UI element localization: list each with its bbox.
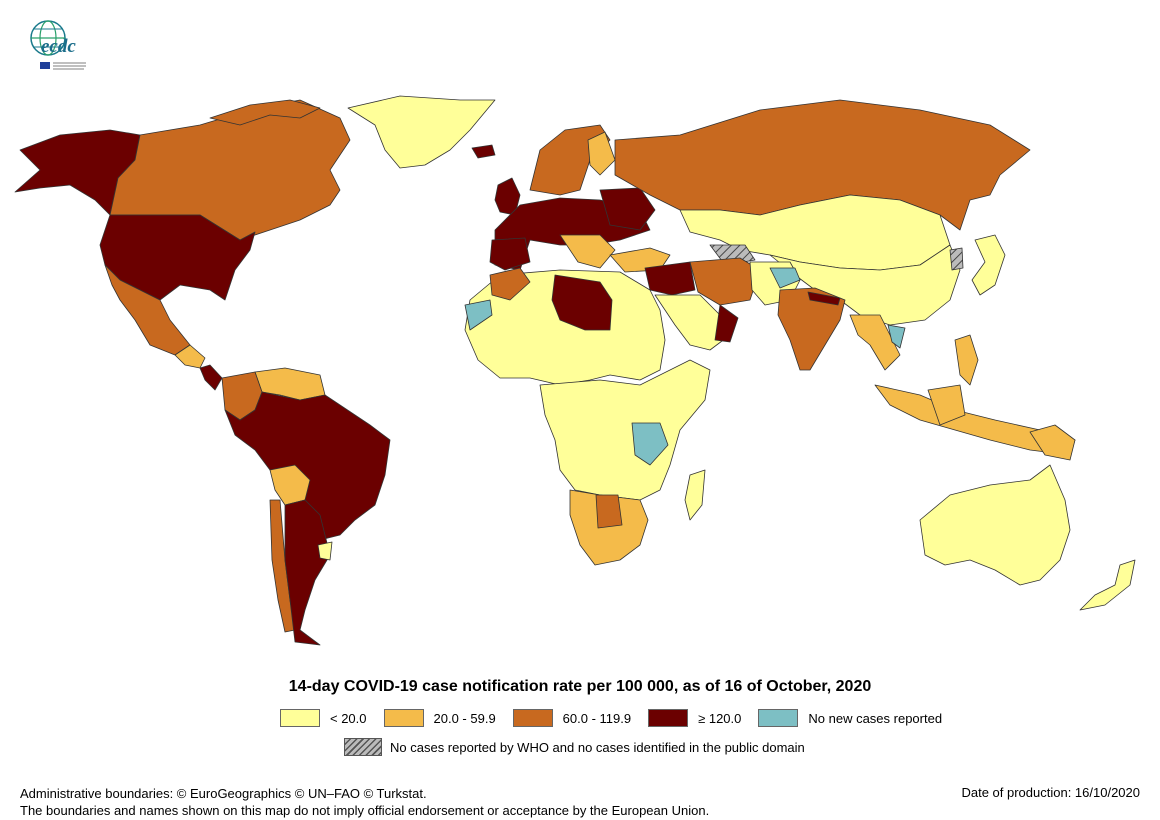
logo-text: ecdc [41, 36, 76, 57]
region-new-zealand [1079, 559, 1136, 611]
legend-swatch-no-data [344, 738, 382, 756]
region-uruguay [317, 541, 333, 561]
region-north-africa [464, 269, 666, 386]
legend-label-no-new: No new cases reported [808, 710, 943, 726]
region-laos [887, 324, 906, 349]
region-borneo [927, 384, 966, 426]
region-afghanistan [769, 267, 801, 289]
legend-item-lt20: < 20.0 [280, 709, 367, 727]
legend-swatch-ge120 [648, 709, 689, 727]
footer-line-2: The boundaries and names shown on this m… [20, 803, 710, 818]
region-balkans [559, 234, 616, 269]
region-india [777, 287, 846, 371]
region-tanzania [631, 422, 669, 466]
region-greenland [347, 95, 496, 169]
legend-swatch-20-60 [383, 709, 424, 727]
legend-item-ge120: ≥ 120.0 [648, 709, 741, 727]
legend-label-lt20: < 20.0 [330, 710, 367, 726]
region-iceland [471, 144, 496, 159]
map-title: 14-day COVID-19 case notification rate p… [288, 678, 872, 695]
legend-swatch-lt20 [280, 709, 320, 727]
region-nepal [807, 291, 841, 306]
region-argentina [284, 499, 331, 646]
world-map [14, 95, 1136, 646]
region-central-africa [539, 359, 711, 501]
region-southeast-asia [849, 314, 901, 371]
region-madagascar [684, 469, 706, 521]
region-turkey [609, 247, 671, 273]
legend-label-20-60: 20.0 - 59.9 [433, 710, 496, 726]
region-korea [949, 247, 964, 271]
production-date: Date of production: 16/10/2020 [961, 785, 1140, 800]
region-oman [714, 304, 739, 343]
region-central-america-south [199, 364, 223, 391]
region-arabia [654, 294, 731, 351]
footer-disclaimer: Administrative boundaries: © EuroGeograp… [20, 785, 709, 819]
region-canada-islands [209, 99, 321, 126]
legend-item-no-new: No new cases reported [758, 709, 942, 727]
region-australia [919, 464, 1071, 586]
region-finland [587, 131, 616, 176]
legend-no-data: No cases reported by WHO and no cases id… [344, 738, 805, 756]
region-southern-africa [569, 489, 649, 566]
region-spain [489, 237, 531, 271]
legend-label-no-data: No cases reported by WHO and no cases id… [390, 739, 805, 755]
legend-label-60-120: 60.0 - 119.9 [562, 710, 632, 726]
region-botswana [595, 494, 623, 529]
footer-line-1: Administrative boundaries: © EuroGeograp… [20, 786, 427, 801]
legend-item-60-120: 60.0 - 119.9 [512, 709, 632, 727]
legend-swatch-no-new [758, 709, 799, 727]
region-central-america [174, 344, 206, 369]
eu-flag-icon [40, 62, 50, 69]
legend-label-ge120: ≥ 120.0 [698, 710, 742, 726]
region-middle-east [644, 261, 696, 296]
ecdc-logo: ecdc [26, 18, 92, 76]
region-ukraine-belarus [599, 187, 656, 231]
region-papua [1029, 424, 1076, 461]
legend-item-20-60: 20.0 - 59.9 [383, 709, 496, 727]
legend-swatch-60-120 [512, 709, 553, 727]
region-morocco [489, 267, 531, 301]
globe-icon [30, 20, 66, 56]
region-philippines [954, 334, 979, 386]
region-western-sahara [464, 299, 493, 331]
region-japan [971, 234, 1006, 296]
legend: < 20.0 20.0 - 59.9 60.0 - 119.9 ≥ 120.0 … [280, 708, 959, 728]
region-libya [551, 274, 613, 331]
region-iran [689, 257, 761, 306]
